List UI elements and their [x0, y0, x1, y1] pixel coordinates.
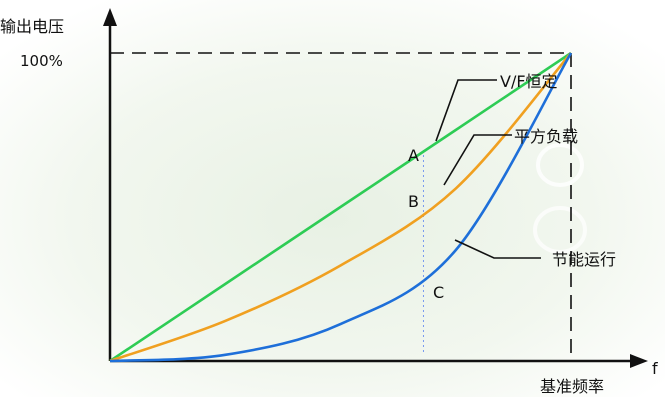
leader-line-square-load [443, 134, 512, 186]
y-axis-label: 输出电压 [0, 17, 64, 36]
series-label-vf: V/F恒定 [500, 72, 558, 91]
x-axis-arrow [630, 354, 648, 368]
point-label-a: A [408, 146, 419, 165]
series-line-energy-saving [109, 52, 573, 363]
series-label-square-load: 平方负载 [514, 127, 578, 146]
leader-line-vf [435, 79, 497, 142]
series-line-vf [109, 51, 572, 363]
point-label-c: C [433, 283, 444, 302]
x-axis-edge-label: f [652, 359, 658, 378]
x-axis-label: 基准频率 [540, 377, 604, 396]
background-ring [536, 143, 584, 187]
series-label-energy-saving: 节能运行 [552, 250, 616, 269]
y-tick-label: 100% [20, 52, 63, 70]
leader-line-energy-saving [454, 239, 541, 259]
point-label-b: B [408, 192, 419, 211]
y-axis-arrow [103, 8, 117, 26]
background-ring [533, 206, 587, 254]
